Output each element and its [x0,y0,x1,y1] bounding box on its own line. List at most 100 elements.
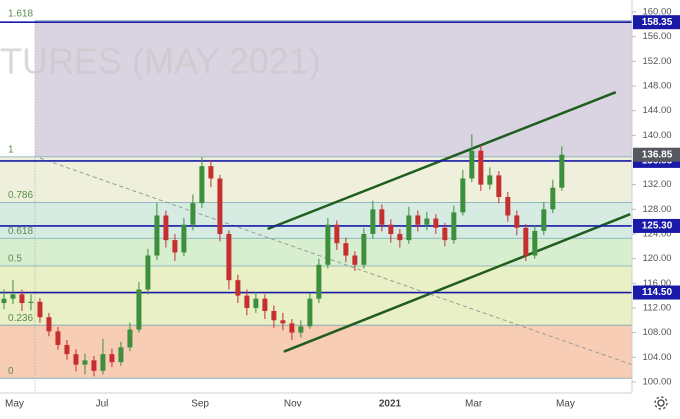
candle-body [478,150,484,185]
candle-body [73,354,79,365]
candle-body [370,209,376,234]
candle-body [1,298,7,303]
price-marker [633,285,680,300]
candle-body [109,354,115,363]
price-marker [633,147,680,162]
candle-body [55,331,61,345]
candle-body [235,280,241,296]
candle-body [343,243,349,256]
candle-body [451,212,457,241]
y-tick-label: 132.00 [642,179,671,190]
fib-label: 0.5 [8,254,22,265]
candle-body [523,227,529,256]
y-tick-label: 160.00 [642,7,671,18]
y-tick-label: 124.00 [642,228,671,239]
candle-body [154,215,160,256]
candle-body [289,323,295,333]
candle-body [91,360,97,371]
candle-body [37,301,43,318]
x-tick-label: May [5,399,24,410]
candle-body [100,354,106,371]
y-tick-label: 152.00 [642,56,671,67]
candle-body [190,203,196,225]
candle-body [433,218,439,228]
candle-body [559,154,565,188]
candle-body [298,326,304,333]
fib-band [0,266,632,326]
fib-label: 0.236 [8,313,33,324]
settings-icon[interactable] [654,396,668,410]
candle-body [64,344,70,355]
candle-body [541,209,547,231]
candle-body [244,295,250,308]
candle-body [487,175,493,185]
candle-body [379,209,385,225]
candle-body [388,224,394,234]
fib-label: 1.618 [8,8,33,19]
candle-body [496,175,502,197]
candle-body [118,347,124,363]
candle-body [415,215,421,225]
fib-label: 0 [8,366,14,377]
candle-body [505,196,511,216]
price-marker-label: 114.50 [642,287,672,298]
y-tick-label: 120.00 [642,253,671,264]
candle-body [325,224,331,265]
candle-body [181,224,187,253]
y-tick-label: 156.00 [642,31,671,42]
candle-body [316,264,322,299]
candle-body [28,301,34,303]
y-tick-label: 100.00 [642,376,671,387]
y-tick-label: 144.00 [642,105,671,116]
candle-body [226,233,232,281]
price-marker [633,218,680,233]
x-tick-label: Jul [96,399,109,410]
price-marker-label: 158.35 [642,17,673,28]
candle-body [271,311,277,321]
candle-body [424,218,430,225]
candle-body [280,320,286,324]
candle-body [10,294,16,299]
candle-body [460,178,466,213]
candle-body [550,187,556,210]
candle-body [208,166,214,179]
price-marker [633,15,680,30]
y-tick-label: 116.00 [643,278,671,289]
y-tick-label: 140.00 [642,130,671,141]
candle-body [406,215,412,241]
candle-body [145,255,151,290]
candle-body [199,166,205,204]
candle-body [469,150,475,179]
candle-body [442,227,448,241]
candle-body [163,215,169,241]
axes: 100.00 104.00 108.00 112.00 116.00 120.00 124.… [5,7,680,410]
candle-body [352,255,358,265]
x-tick-label: Nov [284,399,302,410]
candle-body [172,240,178,253]
y-tick-label: 128.00 [642,204,671,215]
y-tick-label: 108.00 [642,327,671,338]
plot [0,21,632,377]
x-tick-label: May [556,399,575,410]
candle-body [82,360,88,365]
price-marker-label: 136.85 [642,149,673,160]
fib-bands: 1.618 1 0.786 0.618 0.5 0.236 0 [0,8,632,393]
fib-label: 0.618 [8,226,33,237]
candle-body [46,317,52,332]
price-marker-label: 125.30 [642,221,673,232]
y-tick-label: 104.00 [642,352,671,363]
fib-band [0,156,632,203]
candle-body [217,178,223,234]
y-tick-label: 148.00 [642,81,671,92]
candle-body [262,298,268,312]
fib-band [35,20,632,157]
watermark: TURES (MAY 2021) [0,41,321,82]
candle-body [334,224,340,244]
y-tick-label: 112.00 [643,302,671,313]
candle-body [127,329,133,348]
candle-body [361,233,367,265]
fib-label: 1 [8,145,14,156]
trendline [283,213,631,353]
